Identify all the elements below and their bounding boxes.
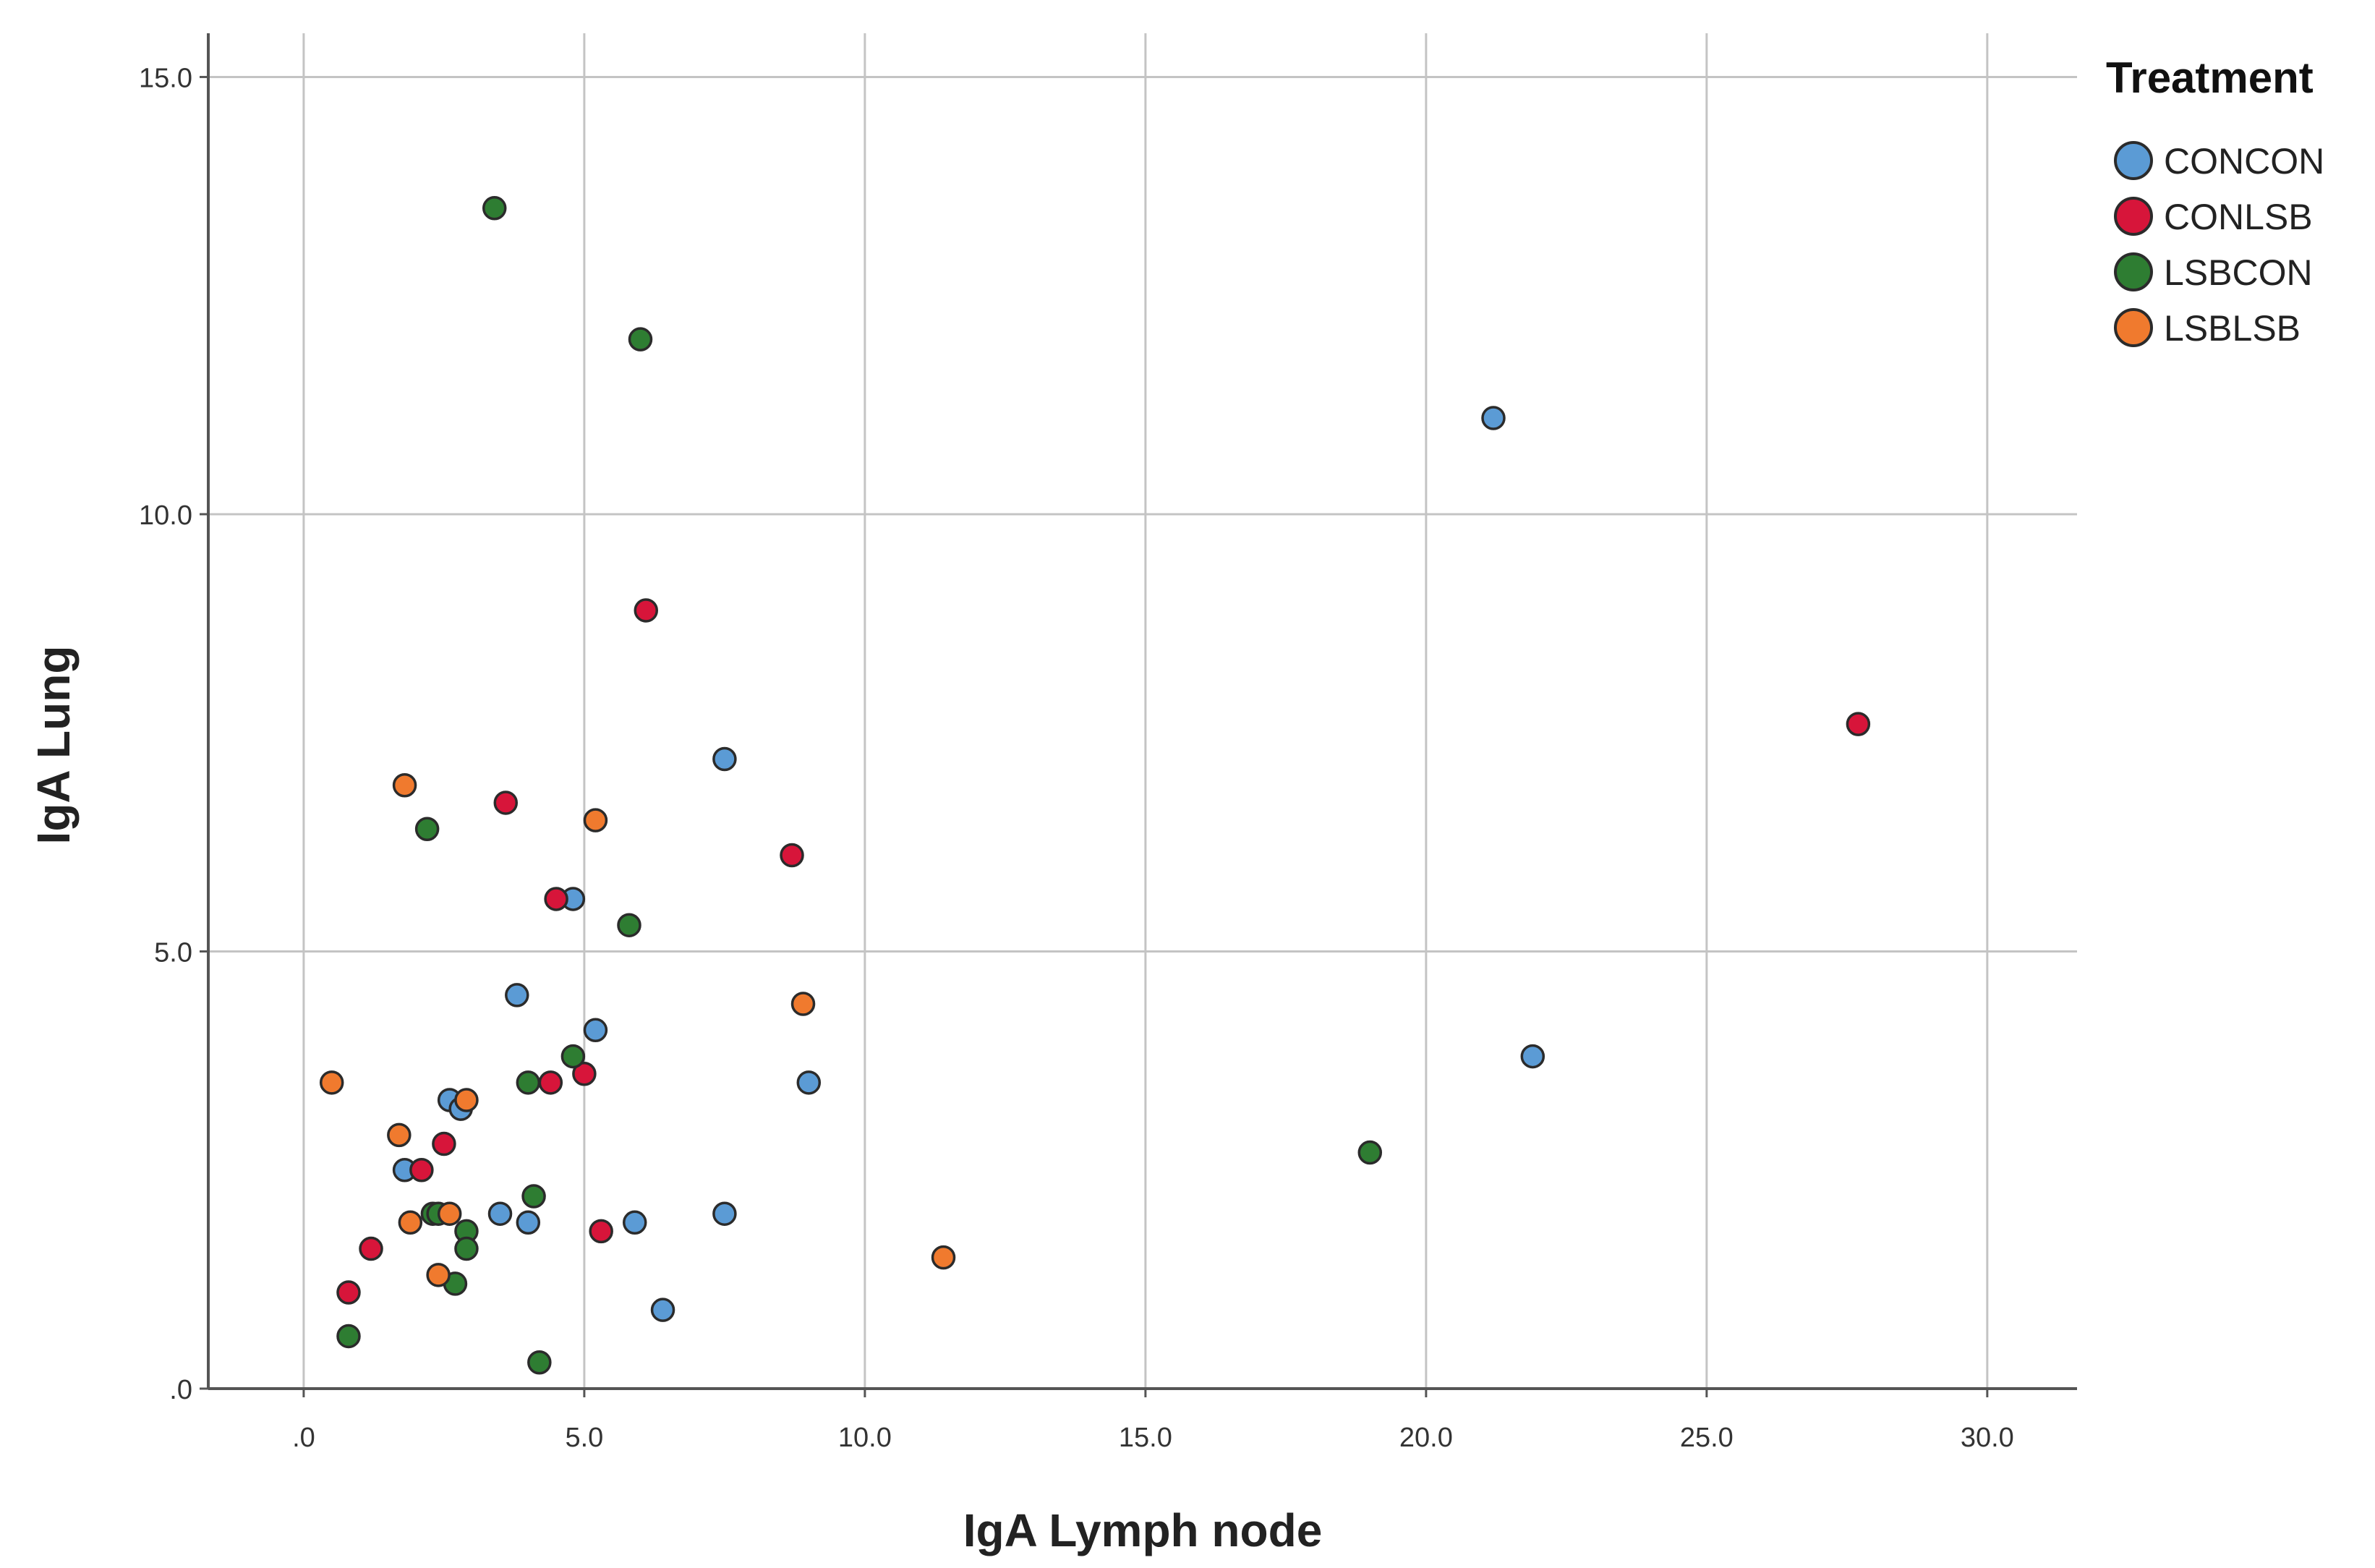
y-tick-label: 15.0 <box>139 63 192 93</box>
data-point-conlsb <box>336 1280 361 1305</box>
data-point-lsblsb <box>426 1263 451 1287</box>
data-point-conlsb <box>409 1157 434 1183</box>
x-tick-label: 20.0 <box>1399 1423 1453 1453</box>
x-tick-label: 5.0 <box>565 1423 603 1453</box>
data-point-lsbcon <box>454 1236 479 1261</box>
data-point-lsbcon <box>414 817 440 841</box>
data-points <box>319 196 1871 1375</box>
data-point-concon <box>712 746 737 772</box>
data-point-conlsb <box>544 887 568 911</box>
data-point-lsbcon <box>560 1044 586 1069</box>
gridlines <box>208 33 2077 1390</box>
data-point-conlsb <box>359 1236 383 1261</box>
axes <box>200 33 2077 1397</box>
data-point-lsbcon <box>336 1324 361 1349</box>
legend-marker-conlsb <box>2114 197 2153 236</box>
data-point-conlsb <box>780 843 804 868</box>
data-point-concon <box>516 1210 541 1235</box>
data-point-lsbcon <box>617 913 641 937</box>
x-tick-label: 15.0 <box>1119 1423 1172 1453</box>
data-point-conlsb <box>432 1131 456 1156</box>
x-tick-label: .0 <box>292 1423 315 1453</box>
legend-marker-lsblsb <box>2114 308 2153 347</box>
data-point-concon <box>1520 1044 1545 1069</box>
data-point-lsbcon <box>1357 1140 1383 1165</box>
data-point-concon <box>650 1298 675 1322</box>
x-tick-label: 10.0 <box>838 1423 892 1453</box>
data-point-conlsb <box>493 791 519 815</box>
data-point-lsbcon <box>521 1184 546 1209</box>
y-tick-label: .0 <box>169 1375 192 1405</box>
data-point-conlsb <box>589 1219 613 1244</box>
data-point-concon <box>487 1201 513 1226</box>
data-point-lsbcon <box>482 196 507 221</box>
data-point-conlsb <box>538 1070 563 1095</box>
data-point-conlsb <box>572 1061 597 1086</box>
legend-label-conlsb: CONLSB <box>2164 197 2313 237</box>
data-point-lsblsb <box>931 1245 956 1270</box>
x-tick-label: 30.0 <box>1961 1423 2014 1453</box>
legend-label-concon: CONCON <box>2164 141 2324 182</box>
data-point-concon <box>1481 406 1506 430</box>
data-point-lsblsb <box>387 1122 412 1148</box>
data-point-lsblsb <box>319 1070 344 1095</box>
y-tick-label: 5.0 <box>154 937 192 968</box>
legend-label-lsbcon: LSBCON <box>2164 252 2313 293</box>
data-point-lsblsb <box>398 1210 423 1235</box>
y-tick-label: 10.0 <box>139 500 192 531</box>
data-point-lsbcon <box>516 1070 541 1095</box>
tick-labels: .0 5.0 10.0 15.0 20.0 25.0 30.0 .0 5.0 10.0 15.0 <box>139 63 2014 1453</box>
data-point-concon <box>712 1201 737 1226</box>
data-point-lsbcon <box>628 327 653 351</box>
y-axis-title: IgA Lung <box>27 646 80 845</box>
legend-title: Treatment <box>2106 54 2314 102</box>
x-axis-title: IgA Lymph node <box>963 1504 1323 1556</box>
data-point-lsbcon <box>527 1350 552 1375</box>
data-point-conlsb <box>634 598 659 623</box>
legend-marker-concon <box>2114 141 2153 180</box>
data-point-lsblsb <box>437 1201 462 1226</box>
data-point-lsblsb <box>790 992 816 1016</box>
data-point-concon <box>796 1070 822 1095</box>
data-point-concon <box>622 1210 647 1235</box>
legend-label-lsblsb: LSBLSB <box>2164 308 2301 349</box>
data-point-lsblsb <box>392 773 417 798</box>
x-tick-label: 25.0 <box>1680 1423 1734 1453</box>
data-point-concon <box>583 1018 608 1043</box>
data-point-lsblsb <box>583 808 608 832</box>
legend: Treatment CONCON CONLSB LSBCON LSBLSB <box>2106 54 2324 349</box>
legend-marker-lsbcon <box>2114 252 2153 291</box>
data-point-conlsb <box>1846 712 1871 736</box>
data-point-concon <box>505 983 529 1007</box>
data-point-lsblsb <box>454 1088 479 1112</box>
